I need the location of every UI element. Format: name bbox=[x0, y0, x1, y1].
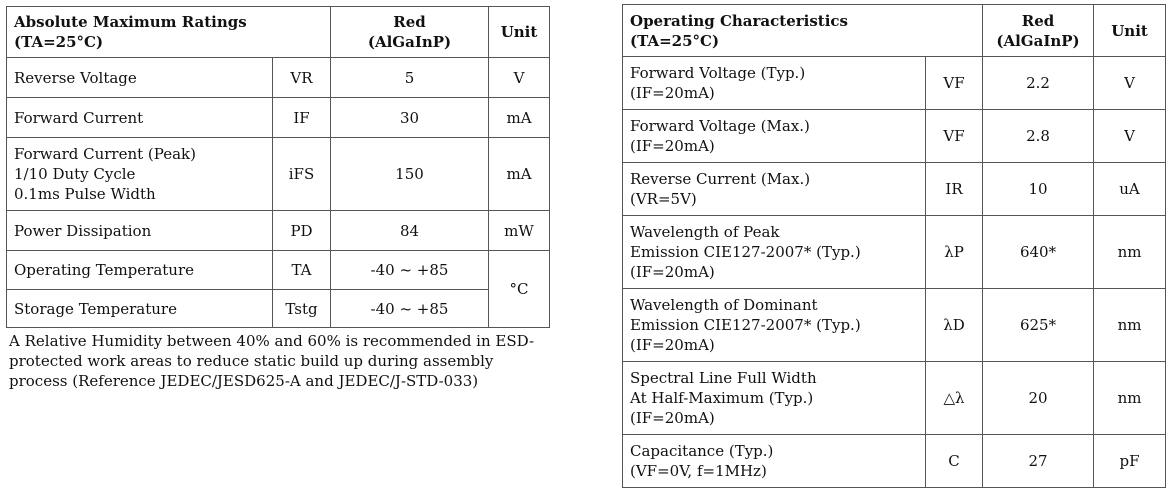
parameter-cell: Storage Temperature bbox=[6, 289, 273, 328]
table-row: Reverse Current (Max.) (VR=5V) IR 10 uA bbox=[622, 162, 1167, 216]
oc-red-label: Red bbox=[1021, 11, 1055, 30]
table-row: Capacitance (Typ.) (VF=0V, f=1MHz) C 27 … bbox=[622, 434, 1167, 488]
symbol-cell: iFS bbox=[272, 137, 331, 211]
table-row: Wavelength of Peak Emission CIE127-2007*… bbox=[622, 215, 1167, 289]
operating-characteristics-table: Operating Characteristics (TA=25°C) Red … bbox=[621, 4, 1167, 488]
unit-cell: V bbox=[488, 57, 550, 98]
unit-cell: mA bbox=[488, 137, 550, 211]
amr-red-material: (AlGaInP) bbox=[367, 33, 452, 51]
unit-cell: pF bbox=[1093, 434, 1167, 488]
value-cell: 2.2 bbox=[982, 56, 1095, 110]
amr-red-label: Red bbox=[393, 13, 426, 31]
parameter-cell: Wavelength of Peak Emission CIE127-2007*… bbox=[622, 215, 926, 289]
value-cell: 625* bbox=[982, 288, 1095, 362]
unit-cell: uA bbox=[1093, 162, 1167, 216]
absolute-maximum-ratings-table: Absolute Maximum Ratings (TA=25°C) Red (… bbox=[6, 6, 550, 328]
symbol-cell: λD bbox=[924, 288, 984, 362]
amr-header-title-cell: Absolute Maximum Ratings (TA=25°C) bbox=[6, 6, 331, 58]
table-row: Operating Temperature TA -40 ~ +85 °C bbox=[6, 250, 550, 328]
unit-cell: V bbox=[1093, 109, 1167, 163]
parameter-cell: Forward Voltage (Typ.) (IF=20mA) bbox=[622, 56, 926, 110]
parameter-cell: Spectral Line Full Width At Half-Maximum… bbox=[622, 361, 926, 435]
parameter-cell: Reverse Voltage bbox=[6, 57, 273, 98]
value-cell: 27 bbox=[982, 434, 1095, 488]
value-cell: 84 bbox=[330, 210, 489, 251]
amr-title: Absolute Maximum Ratings bbox=[14, 13, 247, 31]
amr-header-unit: Unit bbox=[488, 6, 550, 58]
table-row: Forward Voltage (Typ.) (IF=20mA) VF 2.2 … bbox=[622, 56, 1167, 110]
oc-header-title-cell: Operating Characteristics (TA=25°C) bbox=[621, 4, 984, 57]
parameter-cell: Forward Voltage (Max.) (IF=20mA) bbox=[622, 109, 926, 163]
oc-red-material: (AlGaInP) bbox=[996, 31, 1080, 50]
parameter-cell: Reverse Current (Max.) (VR=5V) bbox=[622, 162, 926, 216]
oc-header-red: Red (AlGaInP) bbox=[982, 4, 1095, 57]
symbol-cell: λP bbox=[924, 215, 984, 289]
value-cell: 5 bbox=[330, 57, 489, 98]
table-row: Forward Voltage (Max.) (IF=20mA) VF 2.8 … bbox=[622, 109, 1167, 163]
table-row: Wavelength of Dominant Emission CIE127-2… bbox=[622, 288, 1167, 362]
unit-cell: mW bbox=[488, 210, 550, 251]
symbol-cell: Tstg bbox=[272, 289, 331, 328]
esd-humidity-note: A Relative Humidity between 40% and 60% … bbox=[9, 332, 535, 390]
symbol-cell: IR bbox=[924, 162, 984, 216]
symbol-cell: VF bbox=[924, 109, 984, 163]
parameter-cell: Forward Current (Peak) 1/10 Duty Cycle 0… bbox=[6, 137, 273, 211]
unit-cell: nm bbox=[1093, 361, 1167, 435]
table-row: Storage Temperature Tstg -40 ~ +85 bbox=[6, 289, 550, 328]
unit-cell: nm bbox=[1093, 215, 1167, 289]
value-cell: -40 ~ +85 bbox=[330, 289, 489, 328]
value-cell: 150 bbox=[330, 137, 489, 211]
unit-cell: mA bbox=[488, 97, 550, 138]
parameter-cell: Operating Temperature bbox=[6, 250, 273, 290]
unit-cell: nm bbox=[1093, 288, 1167, 362]
table-row: Forward Current (Peak) 1/10 Duty Cycle 0… bbox=[6, 137, 550, 211]
symbol-cell: VR bbox=[272, 57, 331, 98]
value-cell: 10 bbox=[982, 162, 1095, 216]
value-cell: -40 ~ +85 bbox=[330, 250, 489, 290]
parameter-cell: Power Dissipation bbox=[6, 210, 273, 251]
table-row: Power Dissipation PD 84 mW bbox=[6, 210, 550, 251]
parameter-cell: Wavelength of Dominant Emission CIE127-2… bbox=[622, 288, 926, 362]
table-row: Spectral Line Full Width At Half-Maximum… bbox=[622, 361, 1167, 435]
table-row: Forward Current IF 30 mA bbox=[6, 97, 550, 138]
oc-header-unit: Unit bbox=[1093, 4, 1167, 57]
parameter-cell: Capacitance (Typ.) (VF=0V, f=1MHz) bbox=[622, 434, 926, 488]
value-cell: 20 bbox=[982, 361, 1095, 435]
symbol-cell: △λ bbox=[924, 361, 984, 435]
oc-title: Operating Characteristics bbox=[630, 11, 849, 30]
symbol-cell: VF bbox=[924, 56, 984, 110]
symbol-cell: IF bbox=[272, 97, 331, 138]
symbol-cell: TA bbox=[272, 250, 331, 290]
amr-condition: (TA=25°C) bbox=[14, 33, 104, 51]
value-cell: 640* bbox=[982, 215, 1095, 289]
value-cell: 30 bbox=[330, 97, 489, 138]
table-row: Reverse Voltage VR 5 V bbox=[6, 57, 550, 98]
value-cell: 2.8 bbox=[982, 109, 1095, 163]
oc-condition: (TA=25°C) bbox=[630, 31, 720, 50]
unit-cell: V bbox=[1093, 56, 1167, 110]
symbol-cell: C bbox=[924, 434, 984, 488]
parameter-cell: Forward Current bbox=[6, 97, 273, 138]
unit-cell: °C bbox=[488, 250, 550, 328]
amr-header-red: Red (AlGaInP) bbox=[330, 6, 489, 58]
symbol-cell: PD bbox=[272, 210, 331, 251]
